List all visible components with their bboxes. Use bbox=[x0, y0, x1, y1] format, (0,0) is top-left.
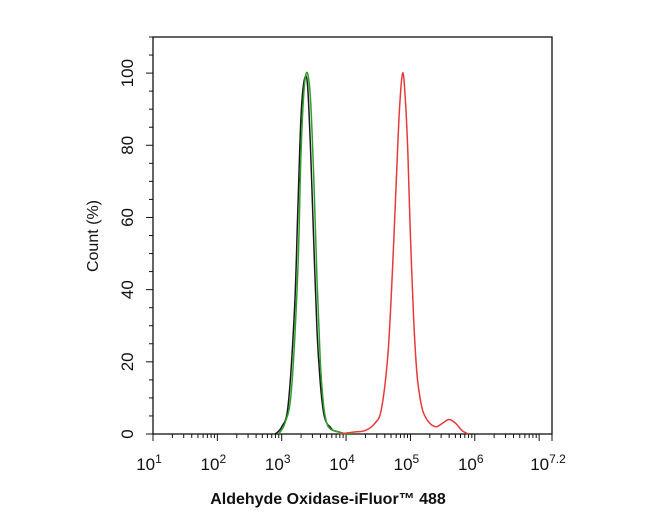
histogram-curve-3 bbox=[339, 72, 469, 435]
x-tick-label: 104 bbox=[329, 452, 355, 474]
x-tick-label: 107.2 bbox=[530, 452, 566, 474]
x-axis-tick-labels: 101 102 103 104 105 106 107.2 bbox=[136, 452, 566, 474]
histogram-series bbox=[274, 71, 469, 435]
y-axis-title: Count (%) bbox=[85, 200, 102, 272]
y-tick-label: 20 bbox=[118, 352, 137, 371]
y-axis-tick-labels: 0 20 40 60 80 100 bbox=[118, 59, 137, 439]
histogram-curve-2 bbox=[277, 71, 353, 435]
x-tick-label: 105 bbox=[394, 452, 420, 474]
y-tick-label: 40 bbox=[118, 280, 137, 299]
y-axis-ticks bbox=[146, 36, 153, 435]
y-tick-label: 100 bbox=[118, 59, 137, 87]
x-tick-label: 102 bbox=[201, 452, 227, 474]
x-tick-label: 101 bbox=[136, 452, 162, 474]
x-axis-title: Aldehyde Oxidase-iFluor™ 488 bbox=[210, 491, 446, 508]
y-tick-label: 60 bbox=[118, 208, 137, 227]
x-tick-label: 103 bbox=[265, 452, 291, 474]
x-tick-label: 106 bbox=[458, 452, 484, 474]
plot-frame bbox=[152, 36, 553, 435]
y-tick-label: 80 bbox=[118, 136, 137, 155]
x-axis-ticks bbox=[152, 434, 553, 441]
histogram-curve-1 bbox=[274, 74, 353, 435]
y-tick-label: 0 bbox=[118, 429, 137, 438]
